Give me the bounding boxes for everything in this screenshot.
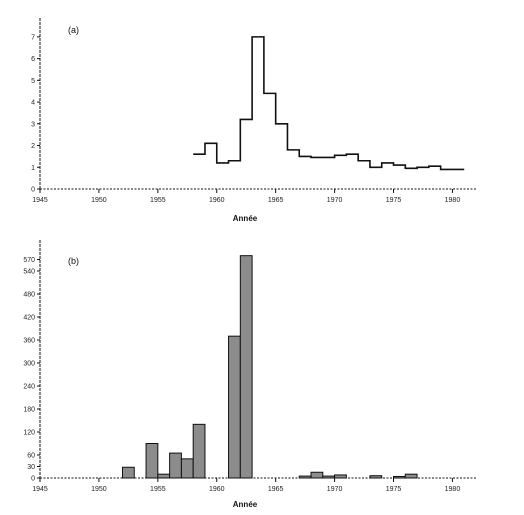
panel-a-x-tick-label: 1980 (445, 197, 461, 204)
panel-b-label: (b) (68, 256, 79, 266)
panel-b-y-tick-label: 180 (23, 407, 35, 414)
panel-b-bar (404, 473, 418, 479)
panel-b-bar (145, 443, 159, 479)
panel-b-y-tick-label: 0 (31, 476, 35, 483)
panel-a-y-tick-label: 2 (31, 143, 35, 150)
panel-a-x-tick-label: 1975 (386, 197, 402, 204)
panel-b-bar (157, 473, 171, 479)
panel-a-y-tick-label: 5 (31, 78, 35, 85)
panel-b-bar (180, 458, 194, 479)
panel-b-chart: (b) Année 1945 1950 1955 1960 1965 1970 1975 19… (23, 240, 476, 509)
panel-b-y-tick-label: 360 (23, 338, 35, 345)
panel-b-x-tick-label: 1965 (268, 486, 284, 493)
panel-b-y-tick-label: 540 (23, 269, 35, 276)
panel-b-y-tick-label: 480 (23, 292, 35, 299)
panel-b-x-axis-title: Année (233, 500, 258, 509)
panel-a-x-tick-label: 1950 (91, 197, 107, 204)
panel-b-bar (192, 423, 206, 479)
panel-a-y-tick-label: 6 (31, 56, 35, 63)
panel-b-x-tick-label: 1945 (32, 486, 48, 493)
panel-b-y-tick-label: 240 (23, 384, 35, 391)
panel-b-bar (310, 471, 324, 479)
panel-b-y-tick-label: 30 (27, 464, 35, 471)
panel-b-y-tick-label: 60 (27, 453, 35, 460)
panel-b-x-tick-label: 1955 (150, 486, 166, 493)
panel-a-x-tick-label: 1970 (327, 197, 343, 204)
panel-a-y-tick-label: 0 (31, 187, 35, 194)
panel-b-bar (239, 255, 253, 479)
panel-b-y-tick-label: 120 (23, 430, 35, 437)
panel-b-bar (393, 475, 406, 479)
panel-b-bar (369, 475, 383, 479)
panel-b-y-tick-label: 420 (23, 315, 35, 322)
panel-a-y-tick-label: 7 (31, 34, 35, 41)
panel-a-x-axis-title: Année (233, 214, 258, 223)
panel-b-bar (334, 474, 347, 479)
panel-b-x-tick-label: 1950 (91, 486, 107, 493)
panel-b-x-tick-label: 1980 (445, 486, 461, 493)
panel-a-x-tick-label: 1965 (268, 197, 284, 204)
panel-a-y-tick-label: 3 (31, 121, 35, 128)
panel-a-chart: (a) Année 1945 1950 1955 1960 1965 1970 1975 19… (31, 18, 476, 223)
panel-b-bar (298, 475, 312, 479)
panel-a-series-line (193, 36, 465, 171)
panel-b-x-tick-label: 1970 (327, 486, 343, 493)
panel-a-x-tick-label: 1945 (32, 197, 48, 204)
panel-b-y-tick-label: 570 (23, 257, 35, 264)
panel-a-x-tick-label: 1960 (209, 197, 225, 204)
panel-a-y-tick-label: 4 (31, 100, 35, 107)
panel-b-bar (228, 335, 241, 479)
panel-b-bar (121, 466, 135, 479)
panel-b-bar (169, 452, 182, 479)
panel-b-x-tick-label: 1960 (209, 486, 225, 493)
panel-a-label: (a) (68, 25, 79, 35)
panel-a-y-tick-label: 1 (31, 165, 35, 172)
panel-b-bar (322, 475, 336, 479)
panel-b-x-tick-label: 1975 (386, 486, 402, 493)
panel-a-x-tick-label: 1955 (150, 197, 166, 204)
panel-b-y-tick-label: 300 (23, 361, 35, 368)
